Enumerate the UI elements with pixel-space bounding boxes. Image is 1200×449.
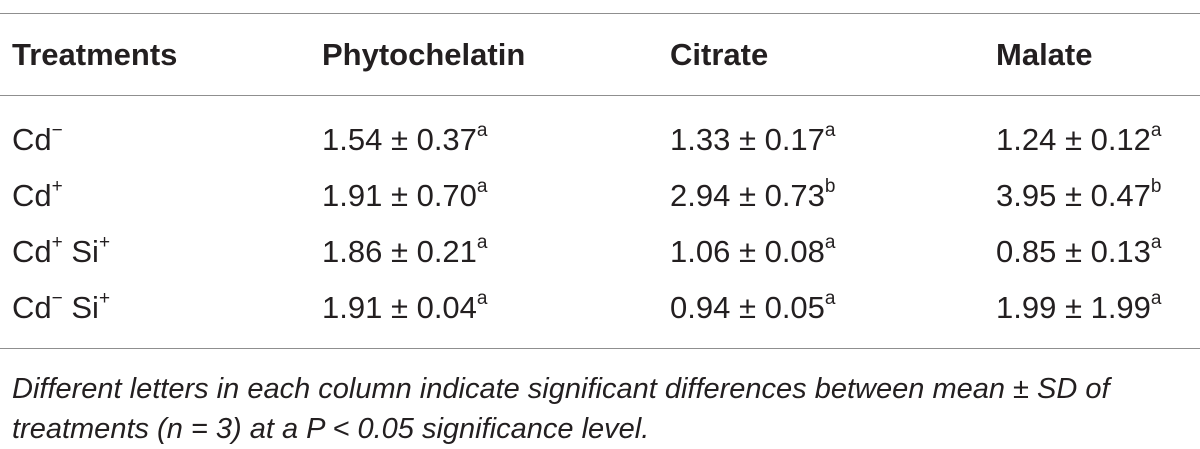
citrate-cell: 1.33 ± 0.17a [670, 120, 836, 157]
header-treatments: Treatments [12, 36, 178, 72]
phytochelatin-cell: 1.91 ± 0.04a [322, 288, 488, 325]
header-rule [0, 95, 1200, 96]
table-row: Cd+ Si+ 1.86 ± 0.21a 1.06 ± 0.08a 0.85 ±… [0, 224, 1200, 280]
table-footnote: Different letters in each column indicat… [12, 373, 1110, 445]
phytochelatin-cell: 1.86 ± 0.21a [322, 232, 488, 269]
table-header: Treatments Phytochelatin Citrate Malate [0, 14, 1200, 95]
header-citrate: Citrate [670, 36, 769, 72]
bottom-rule [0, 348, 1200, 349]
citrate-cell: 1.06 ± 0.08a [670, 232, 836, 269]
header-phytochelatin: Phytochelatin [322, 36, 526, 72]
citrate-cell: 2.94 ± 0.73b [670, 176, 836, 213]
malate-cell: 0.85 ± 0.13a [996, 232, 1162, 269]
phytochelatin-cell: 1.54 ± 0.37a [322, 120, 488, 157]
malate-cell: 1.99 ± 1.99a [996, 288, 1162, 325]
citrate-cell: 0.94 ± 0.05a [670, 288, 836, 325]
header-malate: Malate [996, 36, 1093, 72]
treatment-cell: Cd+ [12, 176, 63, 213]
malate-cell: 3.95 ± 0.47b [996, 176, 1162, 213]
treatment-cell: Cd− [12, 120, 63, 157]
treatment-cell: Cd− Si+ [12, 288, 111, 325]
phytochelatin-cell: 1.91 ± 0.70a [322, 176, 488, 213]
table-row: Cd+ 1.91 ± 0.70a 2.94 ± 0.73b 3.95 ± 0.4… [0, 168, 1200, 224]
data-table: Treatments Phytochelatin Citrate Malate … [0, 13, 1200, 449]
table-row: Cd− Si+ 1.91 ± 0.04a 0.94 ± 0.05a 1.99 ±… [0, 280, 1200, 336]
table-row: Cd− 1.54 ± 0.37a 1.33 ± 0.17a 1.24 ± 0.1… [0, 112, 1200, 168]
malate-cell: 1.24 ± 0.12a [996, 120, 1162, 157]
table-body: Cd− 1.54 ± 0.37a 1.33 ± 0.17a 1.24 ± 0.1… [0, 96, 1200, 348]
top-rule [0, 13, 1200, 14]
treatment-cell: Cd+ Si+ [12, 232, 111, 269]
